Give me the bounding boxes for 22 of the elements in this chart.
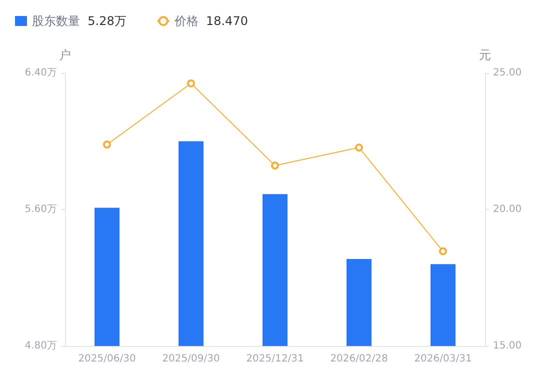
x-tick-label: 2026/02/28	[330, 354, 388, 364]
point	[271, 162, 279, 170]
text: 5.28万	[88, 14, 126, 28]
y-tick-label: 4.80万	[24, 340, 57, 352]
text: 18.470	[206, 14, 248, 28]
x-tick-label: 2026/03/31	[414, 354, 472, 364]
y2-axis-title: 元	[479, 48, 491, 62]
y2-tick-label: 15.00	[493, 340, 522, 352]
x-tick-label: 2025/09/30	[162, 354, 220, 364]
legend-label: 股东数量	[32, 14, 80, 28]
y-tick-label: 5.60万	[24, 204, 57, 215]
x-tick-label: 2025/12/31	[246, 354, 304, 364]
x-tick-label: 2025/06/30	[78, 354, 136, 364]
point	[103, 140, 111, 149]
point	[187, 79, 195, 88]
point	[355, 144, 363, 152]
y2-tick-label: 25.00	[493, 68, 522, 78]
point	[439, 247, 447, 256]
y-tick-label: 6.40万	[24, 68, 57, 78]
y2-tick-label: 20.00	[493, 204, 522, 215]
y-axis-title: 户	[59, 48, 71, 62]
legend-label: 价格	[173, 14, 198, 28]
